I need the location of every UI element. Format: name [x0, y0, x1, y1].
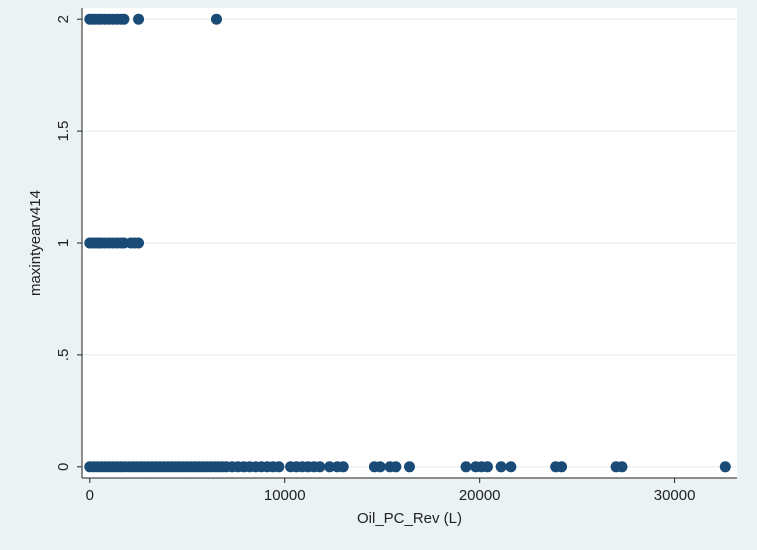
data-point [273, 461, 285, 473]
data-point [374, 461, 386, 473]
data-point [719, 461, 731, 473]
x-tick-label: 30000 [654, 487, 696, 504]
x-tick-label: 10000 [264, 487, 306, 504]
y-axis-title: maxintyearv414 [27, 190, 44, 296]
data-point [118, 13, 130, 25]
x-axis-title: Oil_PC_Rev (L) [357, 510, 462, 527]
data-point [133, 237, 145, 249]
y-tick-label: 2 [55, 15, 72, 23]
data-point [324, 461, 336, 473]
data-point [481, 461, 493, 473]
data-point [460, 461, 472, 473]
data-point [556, 461, 568, 473]
y-tick-label: 0 [55, 463, 72, 471]
x-tick-label: 0 [86, 487, 94, 504]
data-point [337, 461, 349, 473]
data-point [390, 461, 402, 473]
y-tick-label: .5 [55, 349, 72, 362]
data-point [505, 461, 517, 473]
data-points [84, 13, 731, 473]
data-point [404, 461, 415, 473]
y-tick-label: 1 [55, 239, 72, 247]
data-point [314, 461, 326, 473]
y-tick-label: 1.5 [55, 121, 72, 142]
data-point [495, 461, 507, 473]
axes: 0 .5 1 1.5 2 0 10000 20000 30000 [55, 8, 737, 504]
data-point [133, 13, 145, 25]
x-tick-label: 20000 [459, 487, 501, 504]
data-point [616, 461, 628, 473]
data-point [211, 13, 223, 25]
